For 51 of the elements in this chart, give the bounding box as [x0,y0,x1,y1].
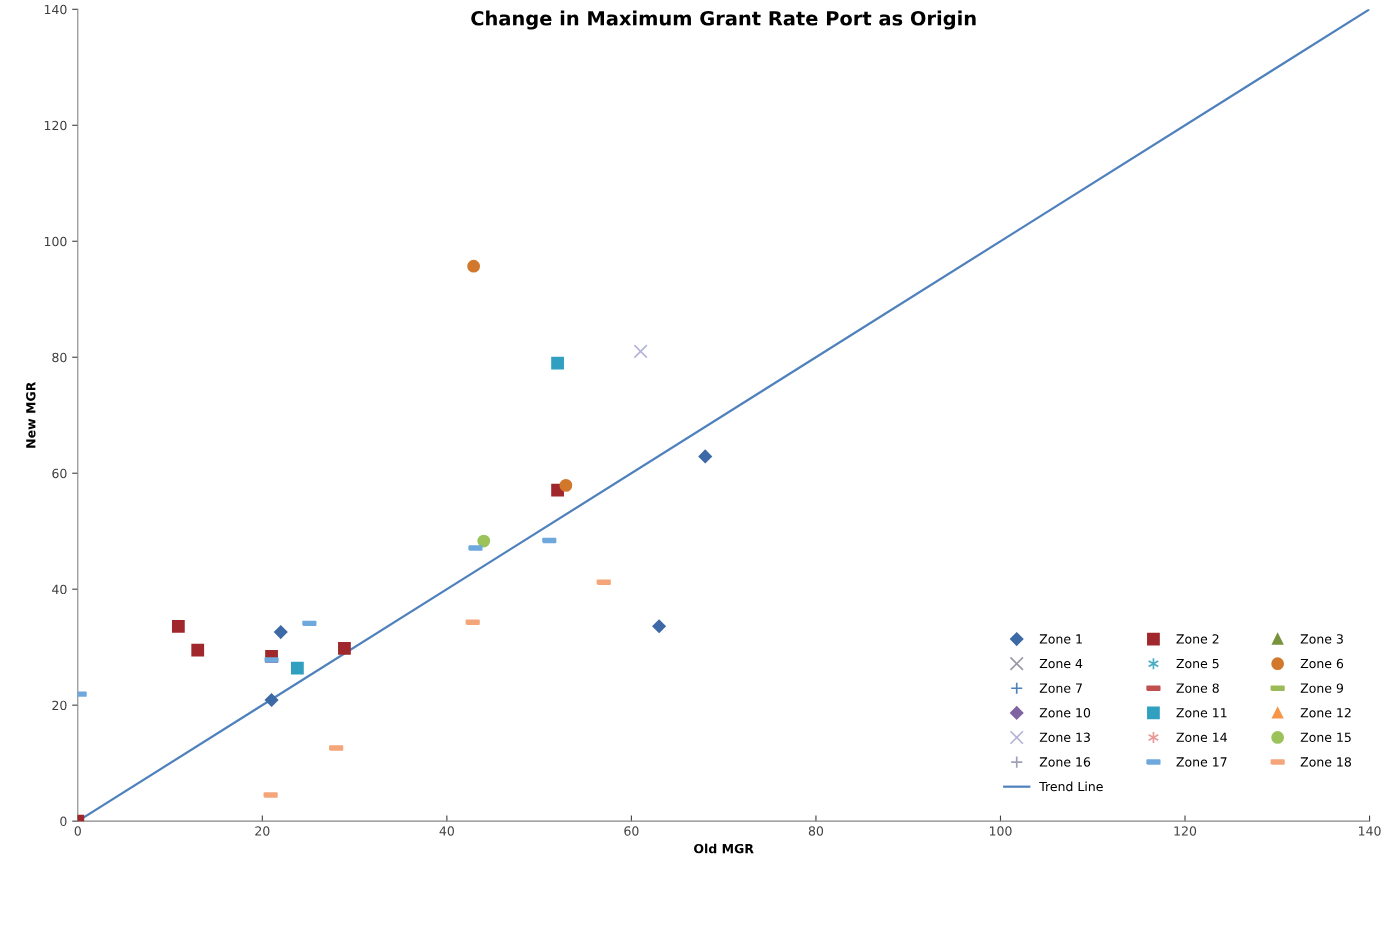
legend-label: Zone 16 [1039,757,1091,767]
legend-label: Zone 13 [1039,732,1090,743]
legend-label: Zone 18 [1300,757,1351,767]
point [559,479,573,492]
point [652,619,666,634]
x-tick-label: 0 [74,826,81,836]
y-tick-label: 100 [44,236,67,247]
y-tick-label: 60 [52,468,67,479]
x-tick-label: 100 [989,826,1012,836]
legend-label: Zone 10 [1039,707,1091,718]
y-axis-title: New MGR [26,381,36,448]
legend-label: Zone 11 [1176,708,1227,718]
legend-label: Zone 3 [1300,634,1343,644]
legend-label: Zone 5 [1176,658,1219,669]
x-tick-label: 20 [255,826,270,836]
x-tick-label: 80 [808,826,824,836]
legend-label: Zone 8 [1176,683,1219,693]
y-tick-label: 40 [52,584,67,595]
point [338,641,351,655]
point [290,661,304,675]
chart-title: Change in Maximum Grant Rate Port as Origin [471,10,976,30]
legend-label: Zone 14 [1176,732,1227,743]
point [264,693,279,707]
legend-label: Zone 9 [1300,683,1344,693]
x-tick-label: 120 [1174,826,1197,836]
x-tick-label: 140 [1359,826,1381,836]
legend-label: Zone 15 [1300,732,1351,743]
point [477,534,491,548]
legend-label: Trend Line [1039,781,1103,792]
legend-label: Zone 1 [1039,634,1082,644]
point [467,259,481,273]
legend-label: Zone 12 [1300,707,1351,718]
x-axis-title: Old MGR [694,843,754,854]
y-tick-label: 0 [60,816,67,827]
legend-label: Zone 17 [1176,757,1227,767]
y-tick-label: 20 [52,700,67,711]
point [191,643,205,657]
legend-label: Zone 4 [1039,658,1083,669]
point [171,619,185,633]
point [633,344,648,359]
point [551,356,564,370]
legend-label: Zone 6 [1300,658,1344,669]
x-tick-label: 40 [439,826,454,836]
legend-label: Zone 7 [1039,683,1082,693]
y-tick-label: 80 [52,352,67,363]
y-tick-label: 140 [44,4,67,15]
point [698,449,712,464]
point [274,625,288,639]
legend-label: Zone 2 [1176,634,1219,644]
x-tick-label: 60 [624,826,639,836]
y-tick-label: 120 [44,120,67,131]
